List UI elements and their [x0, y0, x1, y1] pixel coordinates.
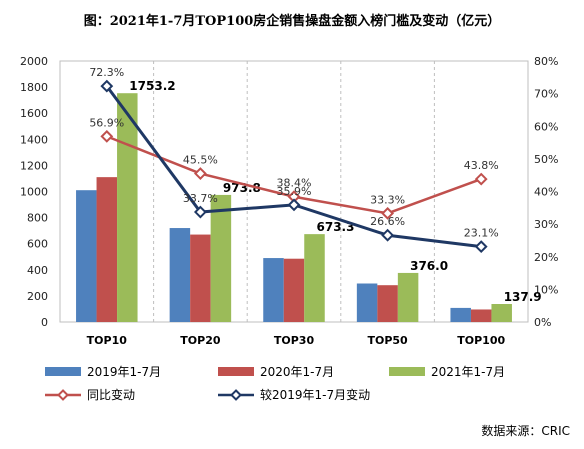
legend-label: 较2019年1-7月变动	[260, 387, 370, 402]
line-point-marker	[193, 167, 207, 180]
bar	[491, 304, 512, 322]
legend-swatch	[218, 367, 254, 376]
series-line	[105, 85, 482, 249]
line-data-label: 35.9%	[277, 185, 312, 198]
bar-data-label: 137.9	[504, 290, 542, 304]
y-right-tick-label: 60%	[534, 120, 558, 133]
line-point-marker	[474, 240, 488, 254]
y-right-tick-label: 10%	[534, 283, 558, 296]
y-right-tick-label: 50%	[534, 153, 558, 166]
x-category-label: TOP100	[457, 334, 505, 347]
y-left-tick-label: 1000	[20, 186, 48, 199]
bar	[210, 194, 232, 322]
chart-title: 图：2021年1-7月TOP100房企销售操盘金额入榜门槛及变动（亿元）	[83, 14, 501, 29]
line-data-label: 43.8%	[464, 159, 499, 172]
legend-label: 2019年1-7月	[87, 365, 161, 379]
line-point-marker	[474, 172, 488, 186]
y-right-tick-label: 70%	[534, 88, 558, 101]
y-right-tick-label: 40%	[534, 186, 558, 199]
y-left-tick-label: 400	[27, 264, 48, 277]
line-point-marker	[287, 198, 301, 212]
y-left-tick-label: 200	[27, 290, 48, 303]
bar	[117, 93, 138, 322]
bar-data-label: 1753.2	[129, 79, 175, 93]
bar	[169, 228, 191, 322]
x-category-label: TOP20	[180, 334, 221, 347]
y-left-tick-label: 1800	[20, 81, 48, 94]
bar	[190, 234, 211, 322]
bar	[283, 258, 305, 322]
y-left-tick-label: 800	[27, 212, 48, 225]
y-right-tick-label: 80%	[534, 55, 558, 68]
legend-label: 2021年1-7月	[431, 365, 505, 379]
x-category-label: TOP50	[367, 334, 408, 347]
line-data-label: 38.4%	[277, 177, 312, 190]
bar-data-label: 376.0	[410, 259, 448, 273]
y-left-tick-label: 1400	[20, 133, 48, 146]
legend-marker	[230, 389, 242, 401]
line-data-label: 33.3%	[370, 193, 405, 206]
line-point-marker	[100, 79, 114, 93]
line-point-marker	[100, 129, 114, 143]
bar	[263, 258, 284, 322]
line-data-label: 23.1%	[464, 227, 499, 240]
bar	[304, 234, 325, 322]
bar	[76, 190, 97, 322]
y-right-tick-label: 30%	[534, 218, 558, 231]
y-left-tick-label: 2000	[20, 55, 48, 68]
legend-label: 同比变动	[87, 387, 135, 402]
line-point-marker	[381, 228, 395, 242]
y-left-tick-label: 1200	[20, 159, 48, 172]
line-point-marker	[193, 205, 207, 219]
bar-data-label: 673.3	[317, 220, 355, 234]
line-data-label: 33.7%	[183, 192, 218, 205]
line-point-marker	[381, 206, 395, 220]
legend-label: 2020年1-7月	[260, 365, 334, 379]
x-category-label: TOP30	[274, 334, 315, 347]
line-data-label: 72.3%	[89, 66, 124, 79]
bar-data-label: 973.8	[223, 181, 261, 195]
bar	[450, 307, 471, 322]
y-left-tick-label: 600	[27, 238, 48, 251]
bar	[377, 285, 398, 322]
x-category-label: TOP10	[87, 334, 128, 347]
y-right-tick-label: 0%	[534, 316, 551, 329]
legend-swatch	[45, 367, 81, 376]
legend-swatch	[389, 367, 425, 376]
bar	[356, 283, 378, 322]
bar	[96, 177, 118, 322]
line-data-label: 26.6%	[370, 215, 405, 228]
bar	[397, 272, 419, 322]
legend-marker	[57, 389, 69, 401]
data-source: 数据来源：CRIC	[481, 424, 570, 438]
line-data-label: 56.9%	[89, 116, 124, 129]
y-right-tick-label: 20%	[534, 251, 558, 264]
line-data-label: 45.5%	[183, 154, 218, 167]
y-left-tick-label: 1600	[20, 107, 48, 120]
y-left-tick-label: 0	[41, 316, 48, 329]
bar	[470, 309, 492, 322]
